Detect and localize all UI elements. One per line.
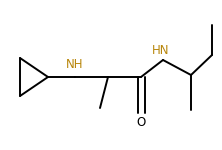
Text: NH: NH bbox=[66, 57, 84, 70]
Text: O: O bbox=[136, 117, 146, 129]
Text: HN: HN bbox=[152, 44, 170, 57]
